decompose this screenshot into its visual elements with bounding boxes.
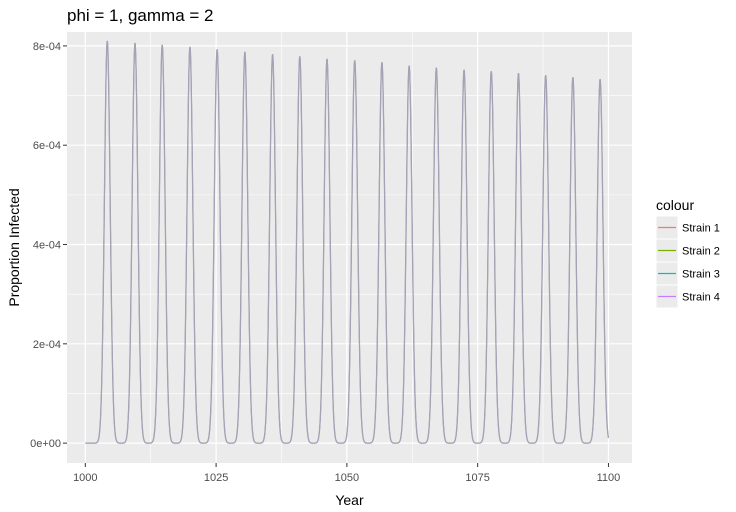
x-tick-label: 1025 bbox=[204, 472, 228, 484]
legend-label: Strain 4 bbox=[682, 292, 720, 304]
x-axis: 1000 1025 1050 1075 1100 bbox=[73, 463, 620, 484]
series-line-overlap bbox=[85, 40, 610, 444]
legend-label: Strain 1 bbox=[682, 223, 720, 235]
legend-label: Strain 3 bbox=[682, 269, 720, 281]
legend-entry: Strain 4 bbox=[655, 284, 720, 309]
x-tick-label: 1100 bbox=[597, 472, 621, 484]
chart-title: phi = 1, gamma = 2 bbox=[67, 6, 213, 25]
legend-entry: Strain 1 bbox=[655, 215, 720, 240]
y-axis: 0e+00 2e-04 4e-04 6e-04 8e-04 bbox=[30, 41, 67, 450]
y-tick-label: 4e-04 bbox=[33, 240, 61, 252]
y-tick-label: 6e-04 bbox=[33, 140, 61, 152]
legend-entry: Strain 2 bbox=[655, 238, 720, 263]
legend-title: colour bbox=[656, 197, 694, 213]
x-axis-title: Year bbox=[335, 492, 364, 508]
x-tick-label: 1050 bbox=[335, 472, 359, 484]
x-tick-label: 1000 bbox=[73, 472, 97, 484]
y-tick-label: 0e+00 bbox=[30, 438, 61, 450]
x-tick-label: 1075 bbox=[465, 472, 489, 484]
series-lines bbox=[85, 40, 610, 444]
y-tick-label: 2e-04 bbox=[33, 339, 61, 351]
legend: colour Strain 1 Strain 2 Strain 3 Strain 4 bbox=[655, 197, 720, 309]
legend-label: Strain 2 bbox=[682, 246, 720, 258]
y-tick-label: 8e-04 bbox=[33, 41, 61, 53]
y-axis-title: Proportion Infected bbox=[6, 188, 22, 306]
legend-entry: Strain 3 bbox=[655, 261, 720, 286]
